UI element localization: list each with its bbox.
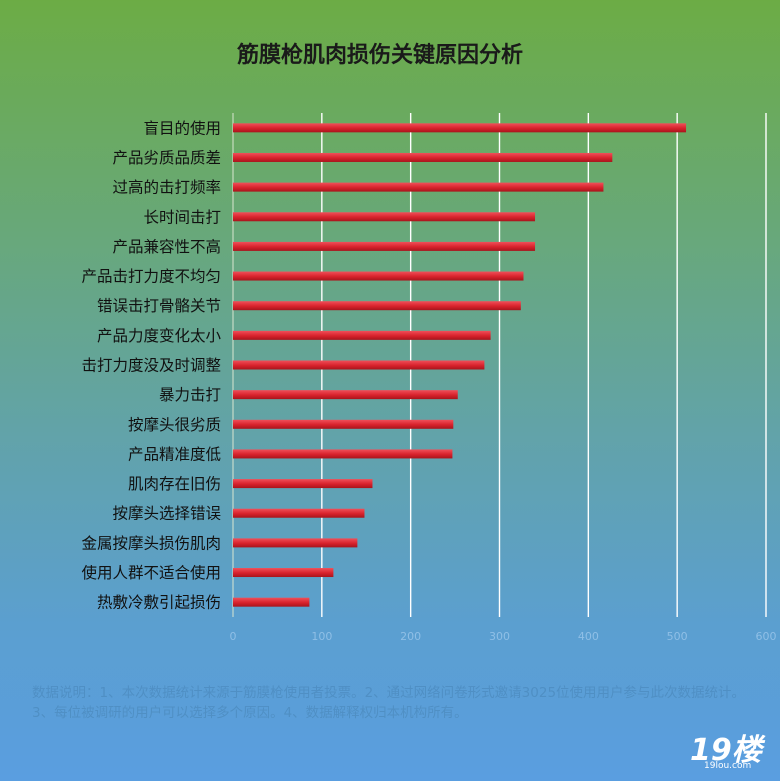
category-label: 热敷冷敷引起损伤 <box>97 593 221 612</box>
category-label: 产品力度变化太小 <box>97 327 222 345</box>
category-label: 盲目的使用 <box>143 119 221 137</box>
category-label: 长时间击打 <box>143 208 221 226</box>
category-label: 过高的击打频率 <box>112 179 221 197</box>
bar <box>233 449 453 459</box>
x-tick-label: 600 <box>756 630 777 643</box>
bar <box>233 568 334 578</box>
x-tick-label: 400 <box>578 630 599 643</box>
category-label: 按摩头很劣质 <box>128 416 221 434</box>
category-label: 暴力击打 <box>159 386 221 404</box>
logo-text: 19楼 <box>690 733 762 768</box>
bar <box>233 390 458 400</box>
bar <box>233 123 687 133</box>
x-tick-label: 300 <box>489 630 510 643</box>
bar <box>233 538 358 548</box>
x-tick-label: 200 <box>400 630 421 643</box>
logo-subtext: 19lou.com <box>704 761 752 771</box>
bar-chart: 筋膜枪肌肉损伤关键原因分析 盲目的使用产品劣质品质差过高的击打频率长时间击打产品… <box>81 42 777 643</box>
category-label: 击打力度没及时调整 <box>81 357 221 375</box>
category-label: 产品击打力度不均匀 <box>81 268 221 286</box>
category-label: 产品精准度低 <box>128 445 221 463</box>
category-labels: 盲目的使用产品劣质品质差过高的击打频率长时间击打产品兼容性不高产品击打力度不均匀… <box>81 119 221 611</box>
x-tick-label: 0 <box>230 630 237 643</box>
category-label: 产品劣质品质差 <box>112 149 221 167</box>
bar <box>233 241 536 251</box>
bars <box>233 123 687 607</box>
bar <box>233 360 485 370</box>
category-label: 错误击打骨骼关节 <box>97 297 221 315</box>
x-tick-label: 500 <box>667 630 688 643</box>
bar <box>233 330 491 340</box>
bar <box>233 301 521 311</box>
category-label: 产品兼容性不高 <box>112 238 221 256</box>
category-label: 金属按摩头损伤肌肉 <box>81 534 221 552</box>
chart-title: 筋膜枪肌肉损伤关键原因分析 <box>236 42 523 68</box>
bar <box>233 182 604 192</box>
bar <box>233 419 454 429</box>
data-note: 数据说明：1、本次数据统计来源于筋膜枪使用者投票。2、通过网络问卷形式邀请302… <box>32 685 746 721</box>
bar <box>233 508 365 518</box>
bar <box>233 597 310 607</box>
bar <box>233 271 524 281</box>
bar <box>233 479 373 489</box>
x-tick-labels: 0 100 200 300 400 500 600 <box>230 630 777 643</box>
category-label: 肌肉存在旧伤 <box>128 475 221 493</box>
category-label: 按摩头选择错误 <box>112 505 221 523</box>
category-label: 使用人群不适合使用 <box>81 564 221 582</box>
bar <box>233 212 536 222</box>
site-logo: 19楼 19lou.com <box>690 725 770 775</box>
x-tick-label: 100 <box>311 630 332 643</box>
bar <box>233 152 613 162</box>
